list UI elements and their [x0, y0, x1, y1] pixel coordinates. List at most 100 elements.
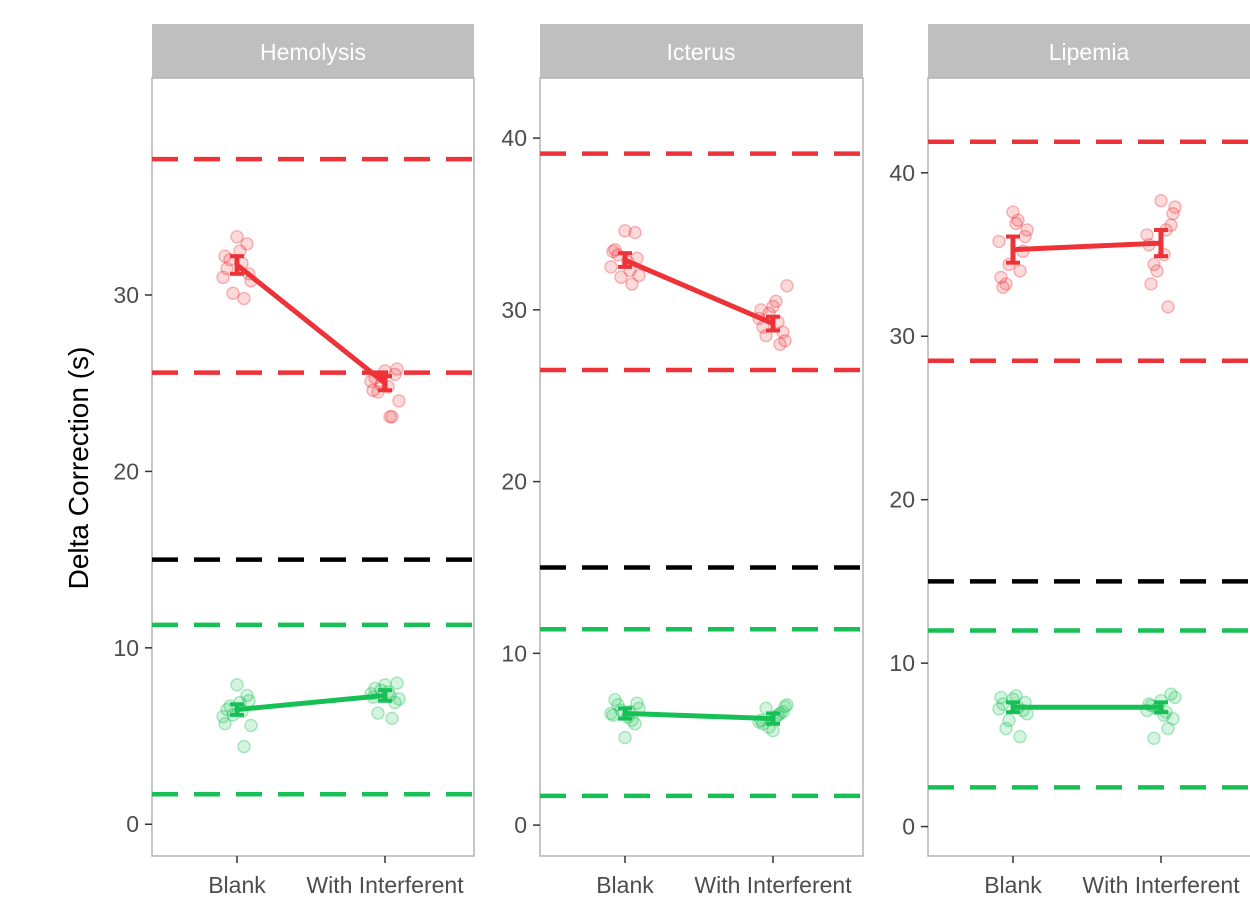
error-bar-low — [766, 711, 780, 726]
y-tick-label: 0 — [902, 814, 915, 840]
panel-strip — [928, 24, 1250, 78]
data-point-high — [780, 279, 794, 293]
data-point-low — [237, 739, 251, 754]
data-point-high — [604, 260, 618, 274]
data-point-low — [1161, 721, 1175, 736]
y-axis-title: Delta Correction (s) — [63, 347, 94, 590]
data-point-high — [230, 230, 244, 244]
data-point-high — [1006, 205, 1020, 219]
data-point-high — [1168, 200, 1182, 214]
error-bar-low — [230, 702, 244, 717]
y-tick-label: 20 — [501, 469, 527, 495]
data-point-high — [240, 237, 254, 251]
data-point-low — [371, 706, 385, 720]
data-point-high — [614, 270, 628, 284]
y-tick-label: 0 — [126, 811, 139, 837]
data-point-high — [773, 337, 787, 351]
panel-border — [539, 77, 864, 857]
error-bar-high — [618, 251, 632, 269]
mean-line-high — [1010, 240, 1164, 253]
error-bar-high — [1154, 228, 1168, 259]
error-bar-low — [378, 688, 392, 703]
x-tick-label: With Interferent — [306, 872, 464, 898]
panel-strip — [152, 24, 474, 78]
y-tick-label: 0 — [514, 812, 527, 838]
x-tick-label: With Interferent — [1082, 872, 1240, 898]
data-point-high — [992, 234, 1006, 249]
data-point-low — [230, 678, 244, 692]
error-bar-high — [230, 254, 244, 276]
data-point-high — [237, 291, 251, 306]
data-point-high — [1140, 228, 1154, 242]
data-point-low — [992, 702, 1006, 716]
error-bar-low — [618, 706, 632, 721]
data-point-low — [618, 730, 632, 745]
mean-line-low — [234, 692, 388, 713]
data-point-high — [778, 334, 792, 348]
mean-line-high — [234, 262, 388, 386]
y-tick-label: 10 — [889, 650, 915, 676]
data-point-low — [604, 706, 618, 721]
data-point-high — [628, 225, 642, 240]
data-point-high — [769, 294, 783, 308]
data-point-high — [1011, 213, 1025, 227]
plot-area — [928, 139, 1250, 790]
data-point-high — [216, 270, 230, 285]
data-point-high — [999, 277, 1013, 291]
data-point-low — [244, 718, 258, 733]
data-point-high — [1009, 216, 1023, 231]
data-point-low — [778, 699, 792, 714]
data-point-high — [385, 410, 399, 424]
data-point-high — [996, 280, 1010, 294]
y-tick-label: 40 — [501, 125, 527, 151]
data-point-low — [628, 717, 642, 731]
error-bar-high — [766, 314, 780, 333]
data-point-high — [606, 244, 620, 259]
y-tick-label: 30 — [501, 297, 527, 323]
data-point-high — [1144, 277, 1158, 291]
error-bar-low — [1006, 700, 1020, 715]
plot-area — [152, 156, 474, 797]
mean-line-low — [622, 710, 776, 722]
error-bar-high — [378, 374, 392, 393]
data-point-low — [999, 721, 1013, 736]
data-point-high — [1018, 229, 1032, 244]
data-point-low — [385, 711, 399, 726]
data-point-low — [1164, 687, 1178, 701]
panel-title: Hemolysis — [260, 39, 366, 65]
data-point-high — [1013, 264, 1027, 278]
data-point-high — [364, 374, 378, 389]
data-point-low — [1147, 731, 1161, 746]
x-tick-label: Blank — [984, 872, 1042, 898]
data-point-high — [1150, 264, 1164, 278]
data-point-high — [994, 270, 1008, 285]
y-tick-label: 30 — [113, 282, 139, 308]
y-tick-label: 30 — [889, 323, 915, 349]
error-bar-high — [1006, 234, 1020, 265]
panel-title: Lipemia — [1049, 39, 1130, 65]
panel-border — [151, 77, 475, 857]
plot-area — [540, 151, 863, 799]
error-bar-low — [1154, 700, 1168, 715]
data-point-low — [994, 690, 1008, 705]
data-point-high — [383, 410, 397, 424]
y-tick-label: 10 — [113, 635, 139, 661]
data-point-low — [608, 693, 622, 707]
data-point-high — [220, 261, 234, 276]
x-tick-label: With Interferent — [694, 872, 852, 898]
y-tick-label: 20 — [113, 458, 139, 484]
data-point-low — [606, 708, 620, 722]
data-point-high — [766, 299, 780, 314]
y-tick-label: 10 — [501, 640, 527, 666]
data-point-high — [392, 394, 406, 408]
data-point-low — [218, 716, 232, 731]
data-point-high — [618, 224, 632, 238]
data-point-low — [392, 692, 406, 706]
data-point-low — [1002, 713, 1016, 728]
data-point-low — [240, 688, 254, 703]
data-point-high — [218, 249, 232, 263]
data-point-low — [1013, 729, 1027, 744]
data-point-high — [366, 383, 380, 397]
